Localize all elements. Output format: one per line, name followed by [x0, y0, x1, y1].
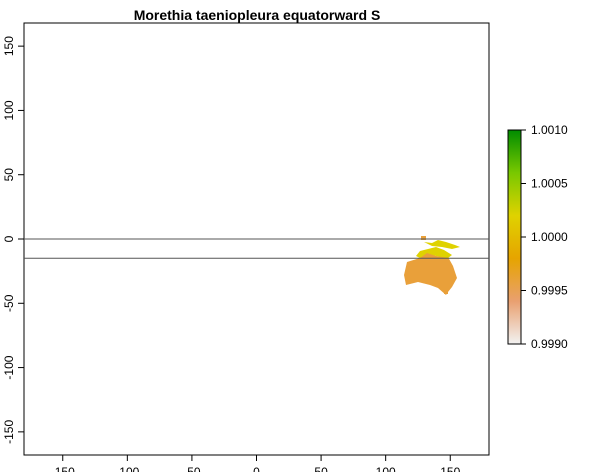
y-tick-label: -150: [2, 420, 16, 444]
x-tick-label: 50: [314, 465, 328, 472]
y-tick-label: 150: [2, 36, 16, 56]
legend-colorbar: [507, 129, 522, 345]
y-tick-label: 50: [2, 168, 16, 182]
x-tick-label: -100: [115, 465, 139, 472]
x-tick-label: 0: [253, 465, 260, 472]
x-tick-label: -50: [183, 465, 201, 472]
legend-tick-label: 1.0000: [531, 230, 568, 244]
northern-band: [416, 247, 452, 258]
y-tick-label: -50: [2, 294, 16, 312]
legend-tick-label: 1.0005: [531, 177, 568, 191]
range-raster: [404, 236, 460, 295]
map-title: Morethia taeniopleura equatorward S: [134, 7, 381, 23]
new-guinea-band: [424, 240, 460, 249]
legend-ticks: 1.0010 1.0005 1.0000 0.9995 0.9990: [521, 123, 568, 351]
y-axis: 150 100 50 0 -50 -100 -150: [2, 36, 24, 444]
x-tick-label: 100: [376, 465, 396, 472]
legend-tick-label: 0.9995: [531, 284, 568, 298]
tasmania-patch: [444, 290, 448, 294]
timor-patch: [421, 236, 426, 240]
legend-tick-label: 1.0010: [531, 123, 568, 137]
legend-tick-label: 0.9990: [531, 337, 568, 351]
y-tick-label: 100: [2, 100, 16, 120]
y-tick-label: -100: [2, 355, 16, 379]
x-axis: -150 -100 -50 0 50 100 150: [51, 455, 461, 472]
x-tick-label: -150: [51, 465, 75, 472]
australia-landmass: [404, 252, 457, 295]
y-tick-label: 0: [2, 235, 16, 242]
x-tick-label: 150: [440, 465, 460, 472]
